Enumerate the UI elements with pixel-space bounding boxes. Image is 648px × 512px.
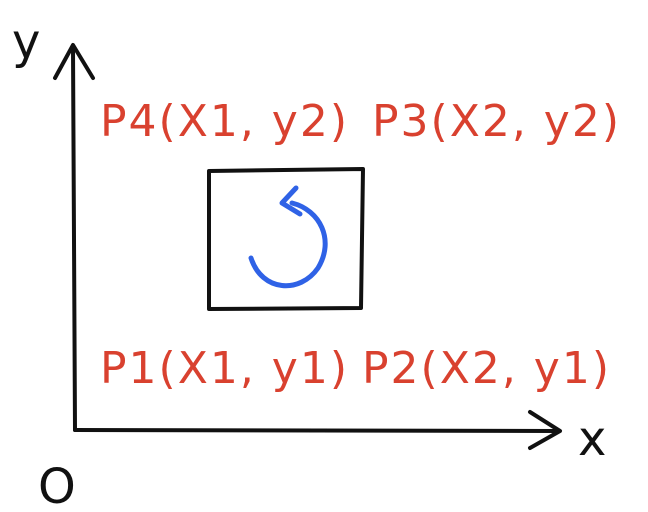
x-axis-label: x (578, 411, 606, 467)
square (207, 167, 365, 311)
y-axis-line (71, 46, 77, 432)
point-label-p4: P4(X1, y2) (100, 96, 349, 147)
x-axis-arrowhead (528, 410, 562, 450)
y-axis-arrowhead (53, 43, 95, 80)
point-label-p3: P3(X2, y2) (372, 96, 621, 147)
rotation-arrowhead (279, 185, 303, 217)
point-label-p1: P1(X1, y1) (100, 343, 349, 394)
y-axis-label: y (12, 14, 40, 70)
origin-label: O (38, 459, 76, 512)
x-axis-line (73, 428, 560, 433)
rotation-arc (248, 200, 328, 289)
point-label-p2: P2(X2, y1) (362, 343, 611, 394)
